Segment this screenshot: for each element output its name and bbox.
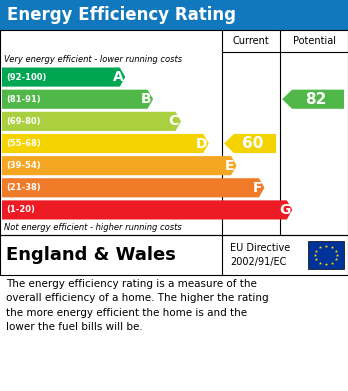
Polygon shape — [2, 156, 237, 175]
Polygon shape — [2, 90, 153, 109]
Text: Not energy efficient - higher running costs: Not energy efficient - higher running co… — [4, 224, 182, 233]
Polygon shape — [2, 134, 209, 153]
Bar — [308, 241, 344, 269]
Text: G: G — [279, 203, 290, 217]
Text: (39-54): (39-54) — [6, 161, 41, 170]
Text: (81-91): (81-91) — [6, 95, 41, 104]
Text: A: A — [112, 70, 123, 84]
Text: The energy efficiency rating is a measure of the
overall efficiency of a home. T: The energy efficiency rating is a measur… — [6, 279, 269, 332]
Text: E: E — [225, 159, 235, 173]
Text: F: F — [253, 181, 262, 195]
Text: 82: 82 — [306, 92, 327, 107]
Text: 60: 60 — [243, 136, 264, 151]
Text: EU Directive
2002/91/EC: EU Directive 2002/91/EC — [230, 244, 290, 267]
Polygon shape — [282, 90, 344, 109]
Bar — [0, 0, 348, 30]
Text: (69-80): (69-80) — [6, 117, 40, 126]
Text: Energy Efficiency Rating: Energy Efficiency Rating — [7, 6, 236, 24]
Text: (55-68): (55-68) — [6, 139, 41, 148]
Text: Current: Current — [233, 36, 269, 46]
Polygon shape — [2, 112, 181, 131]
Text: C: C — [169, 114, 179, 128]
Text: (1-20): (1-20) — [6, 205, 35, 214]
Text: (92-100): (92-100) — [6, 73, 46, 82]
Text: B: B — [141, 92, 151, 106]
Text: England & Wales: England & Wales — [6, 246, 176, 264]
Text: (21-38): (21-38) — [6, 183, 41, 192]
Text: D: D — [195, 136, 207, 151]
Text: Very energy efficient - lower running costs: Very energy efficient - lower running co… — [4, 54, 182, 63]
Text: Potential: Potential — [293, 36, 335, 46]
Polygon shape — [2, 68, 125, 87]
Polygon shape — [2, 178, 264, 197]
Polygon shape — [2, 200, 292, 219]
Polygon shape — [224, 134, 276, 153]
